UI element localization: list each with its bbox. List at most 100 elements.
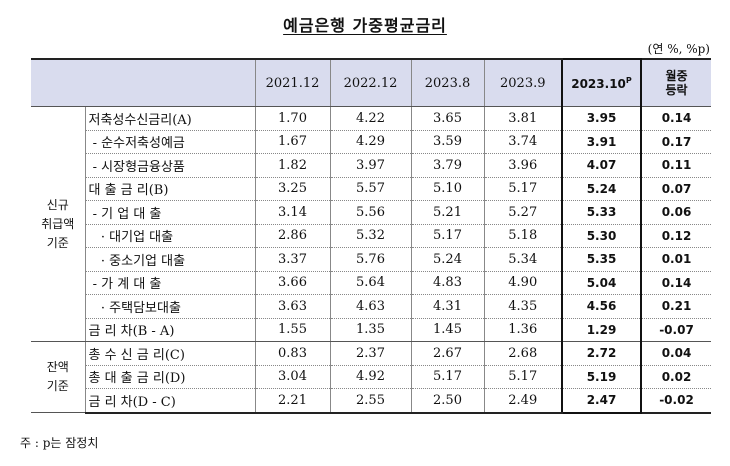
row-value: 3.66 bbox=[254, 271, 330, 295]
interest-rate-table: 2021.12 2022.12 2023.8 2023.9 2023.10P 월… bbox=[31, 58, 711, 414]
table-row: 총 대 출 금 리(D) 3.04 4.92 5.17 5.17 5.19 0.02 bbox=[31, 365, 711, 389]
row-value: 2.37 bbox=[329, 341, 411, 366]
row-value: 3.81 bbox=[483, 106, 562, 131]
row-value: 4.07 bbox=[561, 153, 642, 178]
row-value: 2.47 bbox=[561, 388, 642, 414]
table-row: 신규 취급액 기준 저축성수신금리(A) 1.70 4.22 3.65 3.81 3.95 0.1… bbox=[31, 106, 711, 342]
row-value: 5.10 bbox=[410, 177, 484, 201]
row-value: 0.17 bbox=[640, 130, 711, 154]
row-value: 5.17 bbox=[410, 365, 484, 389]
group-label: 신규 취급액 기준 bbox=[31, 106, 85, 342]
header-2023-9: 2023.9 bbox=[483, 58, 562, 107]
header-2021-12: 2021.12 bbox=[254, 58, 330, 107]
row-value: 3.63 bbox=[254, 294, 330, 319]
row-value: 2.86 bbox=[254, 224, 330, 248]
row-item-label: · 주택담보대출 bbox=[84, 294, 255, 319]
group-label-line: 기준 bbox=[46, 379, 69, 393]
table-row: 잔액 기준 총 수 신 금 리(C) 0.83 2.37 2.67 2.68 2.72 0.04 bbox=[31, 341, 711, 413]
row-value: 3.65 bbox=[410, 106, 484, 131]
row-value: 5.04 bbox=[561, 271, 642, 295]
row-value: -0.02 bbox=[640, 388, 711, 414]
table-header: 2021.12 2022.12 2023.8 2023.9 2023.10P 월… bbox=[31, 58, 711, 107]
row-value: 3.14 bbox=[254, 200, 330, 225]
group-label-line: 신규 bbox=[46, 197, 69, 212]
table-row: - 순수저축성예금 1.67 4.29 3.59 3.74 3.91 0.17 bbox=[31, 130, 711, 154]
row-value: 2.21 bbox=[254, 388, 330, 414]
row-item-label: 금 리 차(B - A) bbox=[84, 318, 255, 342]
table-row: · 중소기업 대출 3.37 5.76 5.24 5.34 5.35 0.01 bbox=[31, 247, 711, 272]
row-value: 0.04 bbox=[640, 341, 711, 366]
row-value: 1.82 bbox=[254, 153, 330, 178]
row-value: 2.68 bbox=[483, 341, 562, 366]
row-value: -0.07 bbox=[640, 318, 711, 342]
row-value: 5.19 bbox=[561, 365, 642, 389]
row-value: 3.91 bbox=[561, 130, 642, 154]
row-item-label: · 중소기업 대출 bbox=[84, 247, 255, 272]
group-label-line: 취급액 bbox=[41, 216, 75, 231]
row-value: 5.17 bbox=[483, 365, 562, 389]
header-blank bbox=[31, 58, 255, 107]
row-value: 1.36 bbox=[483, 318, 562, 342]
row-value: 3.59 bbox=[410, 130, 484, 154]
row-item-label: - 시장형금융상품 bbox=[84, 153, 255, 178]
row-value: 2.67 bbox=[410, 341, 484, 366]
row-value: 5.17 bbox=[410, 224, 484, 248]
row-value: 3.95 bbox=[561, 106, 642, 131]
row-item-label: 총 대 출 금 리(D) bbox=[84, 365, 255, 389]
row-value: 0.14 bbox=[640, 106, 711, 131]
row-item-label: 총 수 신 금 리(C) bbox=[84, 341, 255, 366]
row-value: 3.74 bbox=[483, 130, 562, 154]
row-value: 3.25 bbox=[254, 177, 330, 201]
row-value: 5.24 bbox=[561, 177, 642, 201]
row-value: 5.33 bbox=[561, 200, 642, 225]
row-value: 1.45 bbox=[410, 318, 484, 342]
table-row: 대 출 금 리(B) 3.25 5.57 5.10 5.17 5.24 0.07 bbox=[31, 177, 711, 201]
row-value: 4.22 bbox=[329, 106, 411, 131]
table-body: 신규 취급액 기준 저축성수신금리(A) 1.70 4.22 3.65 3.81 3.95 0.1… bbox=[31, 106, 711, 414]
row-value: 5.17 bbox=[483, 177, 562, 201]
row-value: 1.35 bbox=[329, 318, 411, 342]
row-value: 2.55 bbox=[329, 388, 411, 414]
row-value: 0.01 bbox=[640, 247, 711, 272]
header-2023-10: 2023.10P bbox=[561, 58, 642, 107]
row-value: 2.50 bbox=[410, 388, 484, 414]
row-value: 1.29 bbox=[561, 318, 642, 342]
row-value: 0.21 bbox=[640, 294, 711, 319]
row-value: 0.07 bbox=[640, 177, 711, 201]
row-item-label: - 순수저축성예금 bbox=[84, 130, 255, 154]
row-value: 5.18 bbox=[483, 224, 562, 248]
row-value: 0.14 bbox=[640, 271, 711, 295]
row-value: 5.64 bbox=[329, 271, 411, 295]
row-value: 5.32 bbox=[329, 224, 411, 248]
header-monthly-change: 월중 등락 bbox=[640, 58, 711, 107]
document-title: 예금은행 가중평균금리 bbox=[283, 16, 447, 35]
row-item-label: - 기 업 대 출 bbox=[84, 200, 255, 225]
table-row: - 가 계 대 출 3.66 5.64 4.83 4.90 5.04 0.14 bbox=[31, 271, 711, 295]
row-value: 4.56 bbox=[561, 294, 642, 319]
row-item-label: · 대기업 대출 bbox=[84, 224, 255, 248]
row-value: 0.02 bbox=[640, 365, 711, 389]
row-value: 0.06 bbox=[640, 200, 711, 225]
table-row: · 대기업 대출 2.86 5.32 5.17 5.18 5.30 0.12 bbox=[31, 224, 711, 248]
table-row: · 주택담보대출 3.63 4.63 4.31 4.35 4.56 0.21 bbox=[31, 294, 711, 319]
row-value: 5.35 bbox=[561, 247, 642, 272]
row-value: 2.72 bbox=[561, 341, 642, 366]
row-value: 3.97 bbox=[329, 153, 411, 178]
row-value: 1.67 bbox=[254, 130, 330, 154]
unit-label: (연 %, %p) bbox=[647, 42, 710, 56]
row-value: 5.24 bbox=[410, 247, 484, 272]
row-value: 1.70 bbox=[254, 106, 330, 131]
row-value: 5.27 bbox=[483, 200, 562, 225]
row-item-label: - 가 계 대 출 bbox=[84, 271, 255, 295]
row-value: 5.76 bbox=[329, 247, 411, 272]
row-value: 5.21 bbox=[410, 200, 484, 225]
table-row: 금 리 차(D - C) 2.21 2.55 2.50 2.49 2.47 -0.02 bbox=[31, 388, 711, 414]
table-row: - 시장형금융상품 1.82 3.97 3.79 3.96 4.07 0.11 bbox=[31, 153, 711, 178]
row-value: 1.55 bbox=[254, 318, 330, 342]
row-value: 4.29 bbox=[329, 130, 411, 154]
row-value: 0.11 bbox=[640, 153, 711, 178]
row-value: 4.63 bbox=[329, 294, 411, 319]
group-label-line: 잔액 bbox=[46, 360, 69, 374]
header-2022-12: 2022.12 bbox=[329, 58, 411, 107]
